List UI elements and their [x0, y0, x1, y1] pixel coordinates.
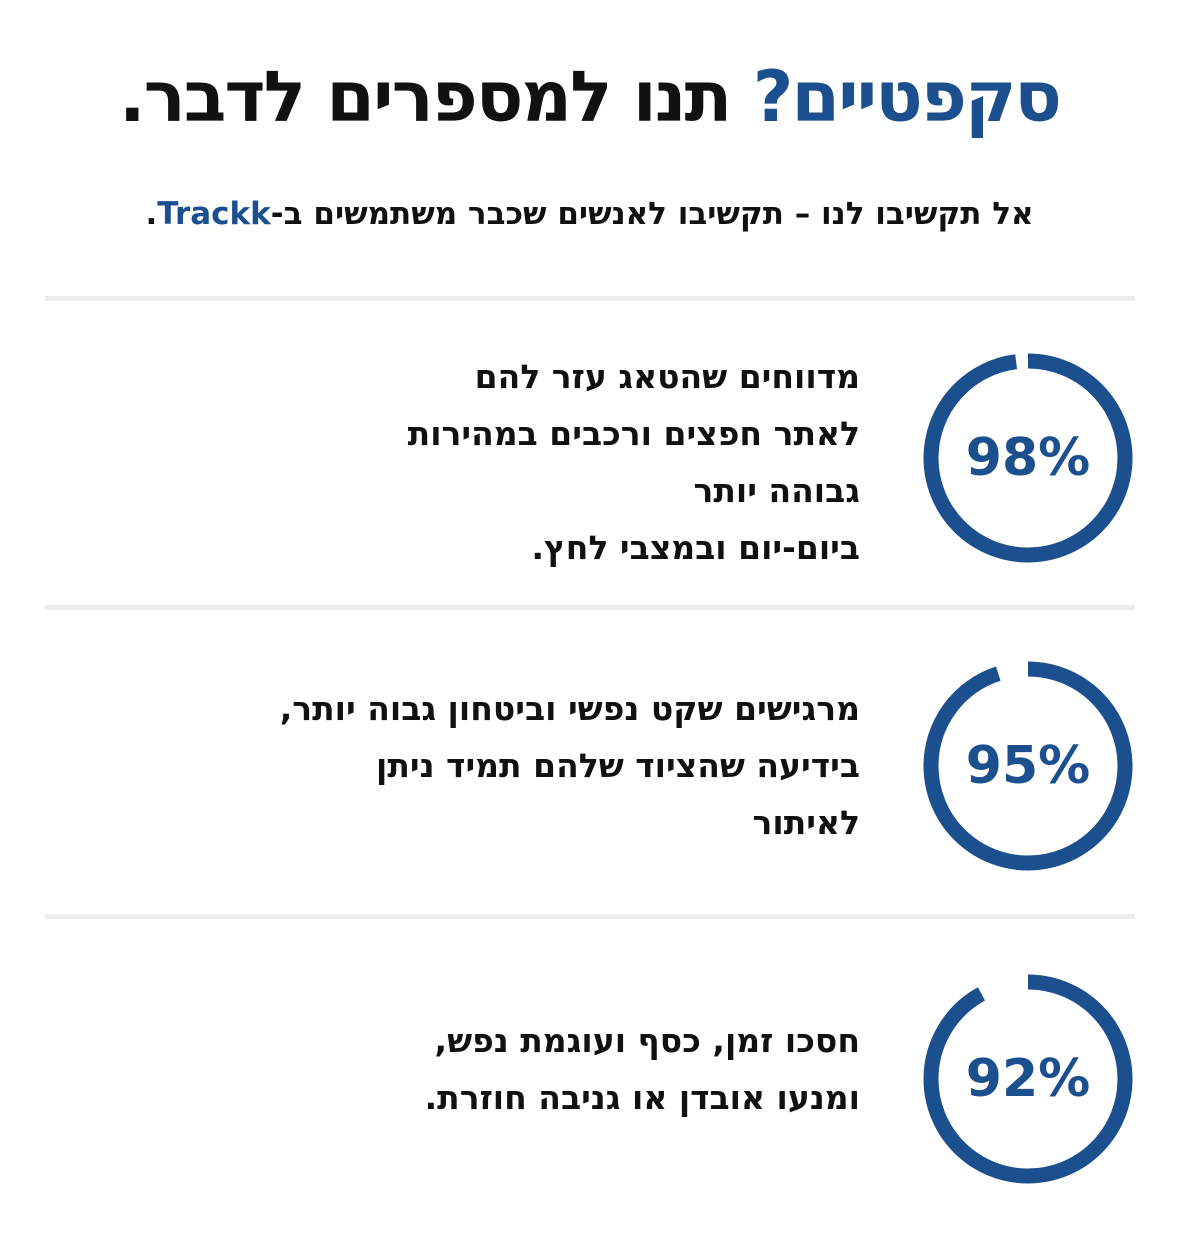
divider: [45, 914, 1135, 919]
subtitle-text: אל תקשיבו לנו – תקשיבו לאנשים שכבר משתמש…: [270, 196, 1034, 232]
stat-description: מדווחים שהטאג עזר להם לאתר חפצים ורכבים …: [300, 348, 860, 576]
stat-line: ומנעו אובדן או גניבה חוזרת.: [424, 1078, 860, 1117]
brand-name: Trackk: [157, 196, 271, 232]
stat-description: מרגישים שקט נפשי וביטחון גבוה יותר, בידי…: [279, 680, 860, 851]
progress-ring-graphic: [923, 661, 1133, 871]
stat-description: חסכו זמן, כסף ועוגמת נפש, ומנעו אובדן או…: [300, 1012, 860, 1126]
subtitle: אל תקשיבו לנו – תקשיבו לאנשים שכבר משתמש…: [0, 190, 1179, 238]
stat-line: גבוהה יותר: [693, 471, 860, 510]
stat-line: חסכו זמן, כסף ועוגמת נפש,: [434, 1021, 860, 1060]
stat-line: לאיתור: [752, 803, 860, 842]
progress-arc: [923, 974, 1133, 1184]
progress-ring-graphic: [923, 353, 1133, 563]
progress-ring: 98%: [918, 348, 1138, 568]
divider: [45, 296, 1135, 301]
percent-value: 98%: [965, 428, 1091, 488]
progress-ring-graphic: [923, 974, 1133, 1184]
stat-line: לאתר חפצים ורכבים במהירות: [407, 414, 860, 453]
stat-row: 95% מרגישים שקט נפשי וביטחון גבוה יותר, …: [45, 610, 1135, 914]
progress-arc: [923, 353, 1133, 563]
subtitle-period: .: [145, 196, 158, 232]
progress-ring: 92%: [918, 969, 1138, 1189]
stat-line: ביום-יום ובמצבי לחץ.: [531, 528, 860, 567]
title-accent: סקפטיים?: [752, 56, 1062, 138]
progress-arc: [923, 661, 1133, 871]
stat-row: 98% מדווחים שהטאג עזר להם לאתר חפצים ורכ…: [45, 301, 1135, 605]
percent-value: 95%: [965, 736, 1091, 796]
stat-line: בידיעה שהציוד שלהם תמיד ניתן: [376, 746, 860, 785]
page-title: סקפטיים? תנו למספרים לדבר.: [0, 52, 1179, 142]
percent-value: 92%: [965, 1049, 1091, 1109]
stat-line: מרגישים שקט נפשי וביטחון גבוה יותר,: [279, 689, 860, 728]
title-rest: תנו למספרים לדבר.: [119, 56, 753, 138]
stat-line: מדווחים שהטאג עזר להם: [474, 357, 860, 396]
stat-row: 92% חסכו זמן, כסף ועוגמת נפש, ומנעו אובד…: [45, 919, 1135, 1239]
divider: [45, 605, 1135, 610]
progress-ring: 95%: [918, 656, 1138, 876]
